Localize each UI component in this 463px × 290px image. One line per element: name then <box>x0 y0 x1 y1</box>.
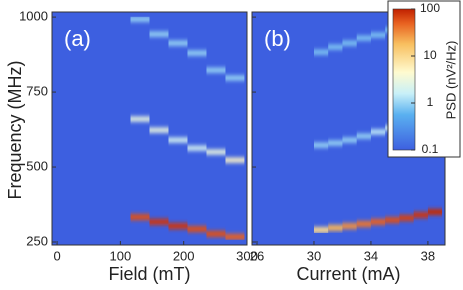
plot-frame <box>51 11 248 246</box>
y-tick-label: 500 <box>26 158 48 173</box>
mode-band <box>206 150 225 155</box>
mode-band <box>168 223 187 229</box>
mode-band <box>206 68 225 73</box>
y-tick-label: 250 <box>26 233 48 248</box>
mode-band <box>328 225 342 231</box>
mode-band <box>399 215 413 221</box>
x-tick-label: 100 <box>110 248 132 263</box>
mode-band <box>150 219 169 225</box>
mode-band <box>225 158 244 163</box>
colorbar-tick-label: 10 <box>423 48 437 62</box>
x-tick-label: 0 <box>53 248 60 263</box>
mode-band <box>342 138 356 143</box>
mode-band <box>150 32 169 37</box>
mode-band <box>414 212 428 218</box>
x-axis-label: Field (mT) <box>109 264 191 284</box>
mode-band <box>328 45 342 50</box>
x-tick-label: 38 <box>421 248 435 263</box>
mode-band <box>342 41 356 46</box>
mode-band <box>314 143 328 148</box>
mode-band <box>168 138 187 143</box>
y-axis-label: Frequency (MHz) <box>5 60 25 199</box>
mode-band <box>371 219 385 225</box>
x-tick-label: 26 <box>250 248 264 263</box>
mode-band <box>342 223 356 229</box>
mode-band <box>131 117 150 122</box>
mode-band <box>314 227 328 233</box>
panel-label: (a) <box>64 26 91 51</box>
mode-band <box>131 214 150 220</box>
panel-label: (b) <box>264 26 291 51</box>
x-tick-label: 200 <box>173 248 195 263</box>
mode-band <box>131 17 150 22</box>
mode-band <box>371 129 385 134</box>
x-axis-label: Current (mA) <box>296 264 400 284</box>
mode-band <box>357 134 371 139</box>
mode-band <box>314 50 328 55</box>
x-tick-label: 34 <box>364 248 378 263</box>
mode-band <box>428 209 442 215</box>
colorbar-label: PSD (nV²/Hz) <box>443 41 458 120</box>
mode-band <box>357 36 371 41</box>
colorbar-tick-label: 0.1 <box>422 142 439 156</box>
mode-band <box>328 141 342 146</box>
colorbar <box>392 8 416 151</box>
y-tick-label: 1000 <box>19 9 48 24</box>
x-tick-label: 30 <box>307 248 321 263</box>
mode-band <box>187 146 206 151</box>
x-tick-label: 300 <box>236 248 258 263</box>
mode-band <box>357 221 371 227</box>
heatmap-cells <box>131 17 245 240</box>
mode-band <box>168 41 187 46</box>
mode-band <box>206 231 225 237</box>
mode-band <box>150 128 169 133</box>
mode-band <box>225 234 244 240</box>
mode-band <box>187 226 206 232</box>
mode-band <box>187 51 206 56</box>
y-tick-label: 750 <box>26 84 48 99</box>
mode-band <box>225 75 244 80</box>
mode-band <box>371 33 385 38</box>
colorbar-tick-label: 100 <box>420 1 440 15</box>
colorbar-tick-label: 1 <box>427 95 434 109</box>
mode-band <box>385 217 399 223</box>
